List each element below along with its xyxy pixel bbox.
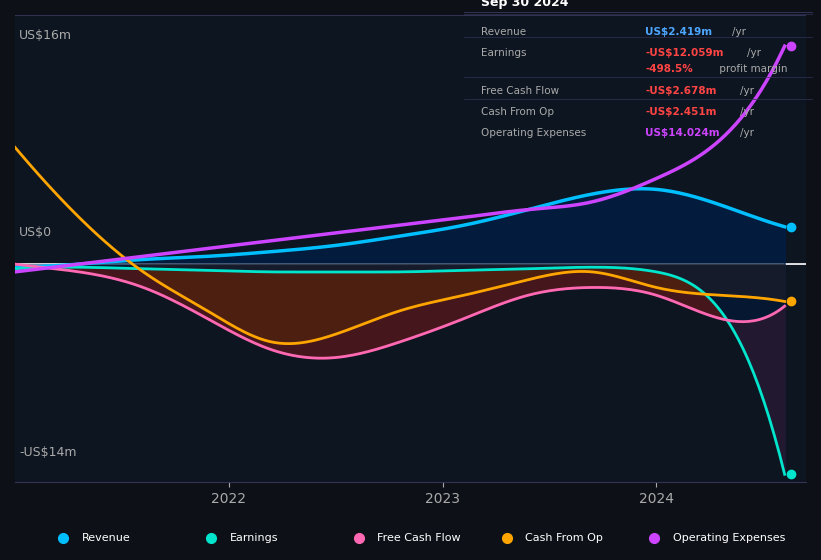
Text: -US$2.678m: -US$2.678m (645, 86, 717, 96)
Text: Cash From Op: Cash From Op (525, 533, 603, 543)
Text: /yr: /yr (740, 86, 754, 96)
Text: Revenue: Revenue (82, 533, 131, 543)
Text: -US$2.451m: -US$2.451m (645, 106, 717, 116)
Text: Sep 30 2024: Sep 30 2024 (481, 0, 569, 9)
Text: -US$12.059m: -US$12.059m (645, 48, 724, 58)
Text: Free Cash Flow: Free Cash Flow (481, 86, 559, 96)
Text: US$14.024m: US$14.024m (645, 128, 720, 138)
Text: Cash From Op: Cash From Op (481, 106, 554, 116)
Text: Operating Expenses: Operating Expenses (481, 128, 586, 138)
Text: Revenue: Revenue (481, 27, 526, 37)
Text: Operating Expenses: Operating Expenses (673, 533, 785, 543)
Text: Earnings: Earnings (481, 48, 527, 58)
Text: US$2.419m: US$2.419m (645, 27, 713, 37)
Text: Free Cash Flow: Free Cash Flow (378, 533, 461, 543)
Text: profit margin: profit margin (717, 64, 788, 74)
Text: -US$14m: -US$14m (19, 446, 76, 459)
Text: /yr: /yr (740, 128, 754, 138)
Text: /yr: /yr (732, 27, 745, 37)
Text: -498.5%: -498.5% (645, 64, 693, 74)
Text: /yr: /yr (747, 48, 761, 58)
Text: /yr: /yr (740, 106, 754, 116)
Text: US$0: US$0 (19, 226, 52, 239)
Text: US$16m: US$16m (19, 29, 72, 42)
Text: Earnings: Earnings (230, 533, 278, 543)
